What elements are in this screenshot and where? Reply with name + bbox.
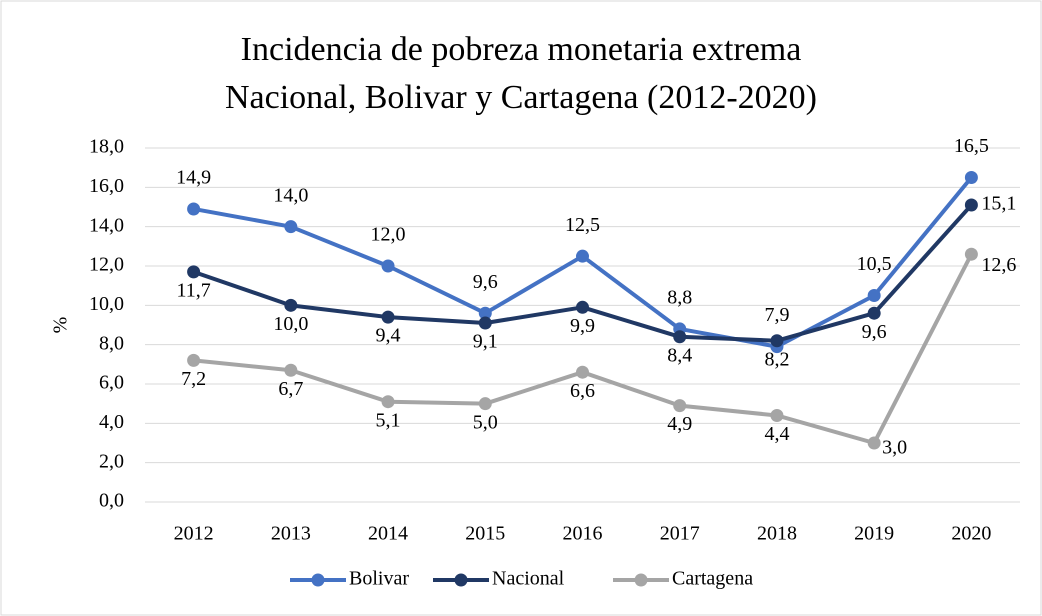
data-point: [576, 249, 589, 263]
y-tick-label: 2,0: [99, 450, 124, 472]
data-point: [187, 202, 201, 216]
data-label: 7,2: [181, 368, 206, 390]
x-tick-label: 2020: [951, 523, 991, 545]
data-point: [770, 334, 784, 348]
data-label: 6,7: [278, 378, 303, 400]
data-label: 8,2: [764, 348, 789, 370]
data-point: [381, 259, 395, 273]
data-point: [187, 353, 201, 367]
data-point: [478, 306, 492, 320]
data-point: [187, 265, 201, 279]
data-point: [673, 330, 687, 344]
data-point: [964, 171, 978, 184]
y-tick-label: 18,0: [89, 136, 124, 158]
data-label: 12,5: [565, 214, 600, 236]
y-axis-label: %: [50, 317, 72, 334]
data-label: 12,6: [981, 254, 1016, 276]
x-tick-label: 2019: [854, 523, 894, 545]
data-label: 14,9: [176, 167, 211, 189]
x-tick-label: 2014: [368, 523, 408, 545]
data-label: 10,5: [857, 253, 892, 275]
data-label: 11,7: [176, 279, 210, 301]
data-label: 9,9: [570, 315, 595, 337]
data-label: 5,0: [473, 411, 498, 433]
y-tick-label: 8,0: [99, 332, 124, 354]
data-label: 12,0: [371, 224, 406, 246]
x-tick-label: 2016: [563, 523, 603, 545]
data-label: 3,0: [882, 437, 907, 459]
y-tick-label: 12,0: [89, 254, 124, 276]
legend-label: Nacional: [492, 568, 565, 590]
data-point: [964, 247, 978, 261]
x-tick-label: 2015: [465, 523, 505, 545]
y-tick-label: 16,0: [89, 175, 124, 197]
data-label: 5,1: [376, 409, 401, 431]
data-label: 7,9: [764, 304, 789, 326]
data-point: [381, 310, 395, 324]
x-tick-label: 2013: [271, 523, 311, 545]
x-tick-label: 2018: [757, 523, 797, 545]
data-point: [478, 316, 492, 330]
data-label: 8,4: [667, 344, 692, 366]
data-label: 9,1: [473, 331, 498, 353]
data-point: [770, 408, 784, 422]
data-point: [867, 436, 881, 450]
y-tick-label: 4,0: [99, 411, 124, 433]
data-point: [867, 306, 881, 320]
chart-title: Nacional, Bolivar y Cartagena (2012-2020…: [225, 79, 817, 116]
data-label: 9,4: [376, 325, 401, 347]
data-point: [284, 220, 298, 234]
y-tick-label: 10,0: [89, 293, 124, 315]
data-point: [284, 298, 298, 312]
data-label: 9,6: [862, 321, 887, 343]
data-point: [673, 399, 687, 413]
chart-title: Incidencia de pobreza monetaria extrema: [241, 31, 802, 68]
data-label: 16,5: [954, 135, 989, 157]
y-tick-label: 6,0: [99, 372, 124, 394]
data-label: 6,6: [570, 380, 595, 402]
data-label: 8,8: [667, 287, 692, 309]
data-label: 10,0: [273, 313, 308, 335]
x-tick-label: 2017: [660, 523, 700, 545]
y-tick-label: 0,0: [99, 490, 124, 512]
legend-label: Bolivar: [349, 568, 409, 590]
legend-label: Cartagena: [672, 568, 753, 590]
data-label: 9,6: [473, 271, 498, 293]
data-point: [964, 198, 978, 212]
data-label: 4,4: [764, 423, 789, 445]
legend-marker: [311, 573, 325, 587]
data-label: 4,9: [667, 413, 692, 435]
data-point: [478, 397, 492, 411]
data-label: 15,1: [981, 193, 1016, 215]
data-label: 14,0: [273, 184, 308, 206]
y-tick-label: 14,0: [89, 214, 124, 236]
data-point: [284, 363, 298, 377]
data-point: [576, 300, 589, 314]
legend-marker: [454, 573, 468, 587]
x-tick-label: 2012: [174, 523, 214, 545]
data-point: [867, 289, 881, 302]
data-point: [381, 395, 395, 409]
legend-marker: [634, 573, 648, 587]
data-point: [576, 365, 589, 379]
